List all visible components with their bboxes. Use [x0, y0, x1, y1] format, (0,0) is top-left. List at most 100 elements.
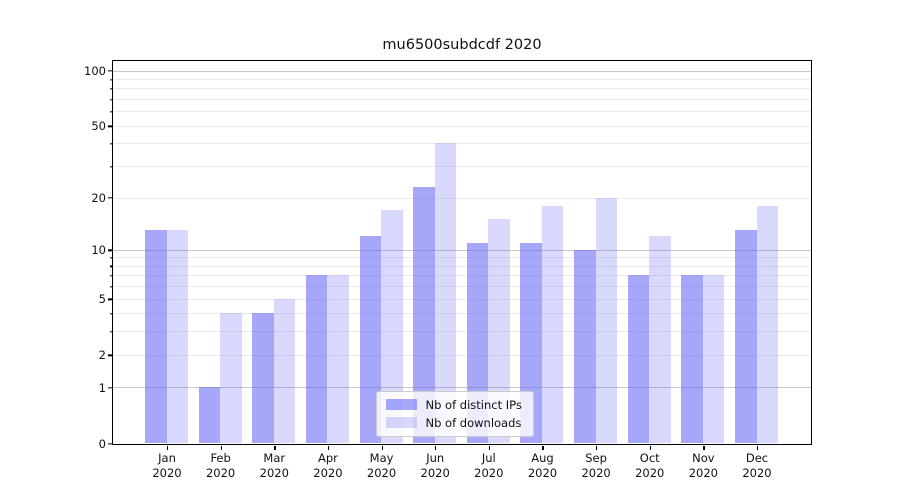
y-tick-mark-1: [107, 387, 112, 389]
y-minor-tick-mark-30: [109, 165, 112, 168]
y-tick-mark-10: [107, 249, 112, 251]
y-minor-tick-mark-60: [109, 111, 112, 113]
bar-may-series1: [381, 209, 403, 444]
y-minor-tick-mark-70: [109, 98, 112, 101]
y-minor-tick-mark-8: [109, 265, 112, 268]
y-minor-tick-mark-6: [109, 286, 112, 288]
x-tick-label-mar: Mar 2020: [259, 451, 289, 480]
gridline-3: [112, 331, 811, 333]
bar-jan-series1: [166, 230, 188, 444]
y-minor-tick-mark-9: [109, 257, 112, 259]
y-tick-mark-100: [107, 70, 112, 72]
legend-label-distinct-ips: Nb of distinct IPs: [425, 397, 522, 412]
bar-jun-series0: [413, 186, 435, 444]
bar-mar-series1: [273, 298, 296, 444]
bar-nov-series1: [702, 275, 725, 444]
bar-feb-series0: [198, 387, 221, 444]
x-tick-label-jun: Jun 2020: [420, 451, 450, 480]
y-tick-label-100: 100: [84, 64, 106, 79]
bar-dec-series1: [756, 205, 778, 444]
x-tick-mark-oct: [649, 445, 652, 450]
y-minor-tick-mark-7: [109, 275, 112, 277]
x-tick-label-may: May 2020: [366, 451, 397, 480]
legend-swatch-distinct-ips: [385, 399, 417, 410]
y-minor-tick-mark-4: [109, 313, 112, 315]
x-tick-mark-nov: [703, 445, 705, 450]
y-minor-tick-mark-40: [109, 143, 112, 145]
y-tick-mark-0: [107, 443, 112, 445]
x-tick-label-dec: Dec 2020: [742, 451, 772, 480]
gridline-2: [112, 354, 811, 356]
bar-jul-series1: [488, 219, 510, 444]
gridline-4: [112, 313, 811, 315]
x-tick-mark-feb: [220, 445, 222, 450]
gridline-5: [112, 298, 811, 300]
legend-item-distinct-ips: Nb of distinct IPs: [385, 397, 522, 412]
y-tick-mark-20: [107, 197, 112, 199]
bar-apr-series1: [327, 275, 349, 444]
gridline-40: [112, 143, 811, 145]
x-tick-label-apr: Apr 2020: [313, 451, 343, 480]
x-tick-label-nov: Nov 2020: [688, 451, 718, 480]
bar-oct-series0: [627, 275, 650, 444]
chart-title: mu6500subdcdf 2020: [382, 37, 542, 53]
bar-dec-series0: [735, 230, 757, 444]
y-tick-mark-50: [107, 125, 112, 127]
grid-layer: [112, 61, 811, 444]
x-tick-label-jan: Jan 2020: [152, 451, 182, 480]
gridline-7: [112, 275, 811, 277]
x-tick-mark-dec: [757, 445, 759, 450]
x-tick-label-oct: Oct 2020: [635, 451, 665, 480]
bar-apr-series0: [305, 275, 328, 444]
x-tick-label-sep: Sep 2020: [581, 451, 611, 480]
x-tick-mark-jan: [167, 445, 169, 450]
gridline-70: [112, 99, 811, 101]
plot-area: Nb of distinct IPs Nb of downloads: [111, 59, 812, 445]
y-tick-label-1: 1: [98, 380, 106, 395]
x-tick-mark-jun: [435, 445, 437, 450]
bar-feb-series1: [220, 313, 242, 444]
bar-jan-series0: [145, 230, 167, 444]
gridline-8: [112, 265, 811, 267]
x-tick-label-aug: Aug 2020: [527, 451, 558, 480]
gridline-6: [112, 286, 811, 288]
bar-sep-series1: [595, 197, 618, 444]
y-tick-mark-5: [107, 298, 112, 300]
bars-layer: [113, 61, 811, 444]
gridline-60: [112, 111, 811, 113]
legend: Nb of distinct IPs Nb of downloads: [375, 390, 534, 437]
y-tick-label-20: 20: [91, 191, 106, 206]
y-minor-tick-mark-90: [109, 78, 112, 81]
y-minor-tick-mark-80: [109, 88, 112, 90]
gridline-90: [112, 79, 811, 81]
x-tick-mark-sep: [596, 445, 598, 450]
y-minor-tick-mark-3: [109, 331, 112, 333]
x-tick-mark-jul: [488, 445, 491, 450]
x-tick-mark-may: [381, 445, 383, 450]
x-tick-mark-apr: [327, 445, 330, 450]
bar-oct-series1: [649, 236, 671, 444]
legend-swatch-downloads: [385, 417, 417, 428]
bar-aug-series1: [541, 205, 564, 444]
y-tick-mark-2: [107, 354, 112, 356]
x-tick-label-jul: Jul 2020: [474, 451, 504, 480]
y-tick-label-5: 5: [98, 292, 106, 307]
x-tick-label-feb: Feb 2020: [205, 451, 236, 480]
legend-item-downloads: Nb of downloads: [385, 415, 522, 430]
gridline-80: [112, 88, 811, 90]
x-tick-mark-aug: [542, 445, 544, 450]
gridline-50: [112, 125, 811, 127]
y-tick-label-0: 0: [98, 437, 106, 451]
y-tick-label-2: 2: [98, 348, 106, 363]
gridline-20: [112, 197, 811, 199]
bar-sep-series0: [574, 249, 596, 444]
legend-label-downloads: Nb of downloads: [425, 415, 522, 430]
gridline-100: [112, 70, 811, 72]
gridline-30: [112, 166, 811, 168]
y-tick-label-50: 50: [91, 119, 106, 134]
bar-nov-series0: [681, 275, 703, 444]
bar-jun-series1: [434, 143, 457, 444]
y-tick-label-10: 10: [91, 243, 106, 258]
gridline-9: [112, 257, 811, 259]
